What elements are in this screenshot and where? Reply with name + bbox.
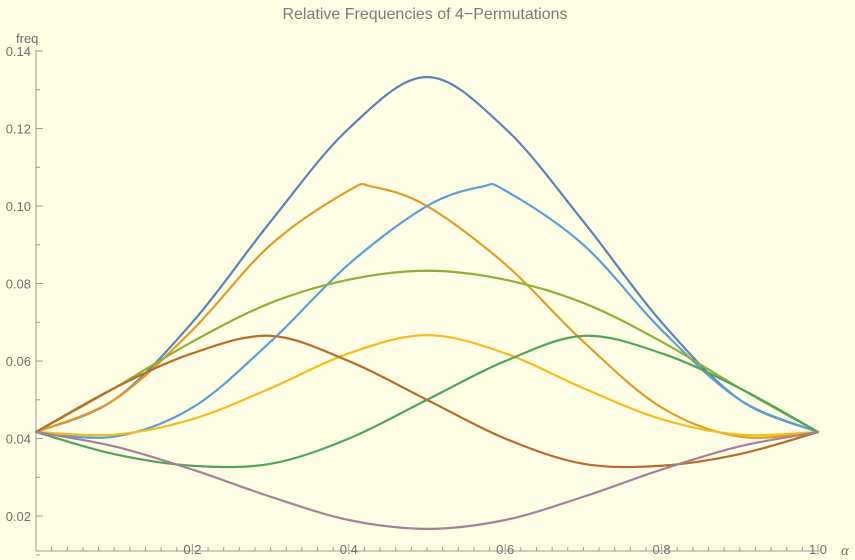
tick-labels: 0.2 0.4 0.6 0.8 1.0 0.02 0.04 0.06 0.08 0.10 0.12 0… — [6, 44, 827, 557]
series-line-2 — [34, 182, 820, 439]
y-tick-label: 0.14 — [6, 44, 31, 59]
series-line-3 — [34, 182, 820, 439]
x-tick-label: 1.0 — [809, 542, 827, 557]
y-tick-label: 0.08 — [6, 277, 31, 292]
series-line-5 — [34, 334, 820, 437]
y-tick-label: 0.04 — [6, 432, 31, 447]
axis-ticks — [35, 50, 819, 556]
y-tick-label: 0.12 — [6, 122, 31, 137]
x-axis-label: α — [841, 543, 850, 559]
series-line-6 — [34, 334, 820, 469]
y-tick-label: 0.10 — [6, 199, 31, 214]
series-line-7 — [34, 334, 820, 469]
x-tick-label: 0.4 — [340, 542, 358, 557]
chart-title: Relative Frequencies of 4−Permutations — [282, 6, 567, 23]
y-tick-label: 0.06 — [6, 354, 31, 369]
series-line-8 — [34, 430, 820, 531]
x-tick-label: 0.6 — [496, 542, 514, 557]
series-line-1 — [34, 75, 820, 434]
y-tick-label: 0.02 — [6, 509, 31, 524]
series-line-4 — [34, 269, 820, 434]
x-tick-label: 0.2 — [183, 542, 201, 557]
series-group — [34, 75, 820, 531]
y-axis-label: freq — [16, 31, 38, 46]
x-tick-label: 0.8 — [653, 542, 671, 557]
